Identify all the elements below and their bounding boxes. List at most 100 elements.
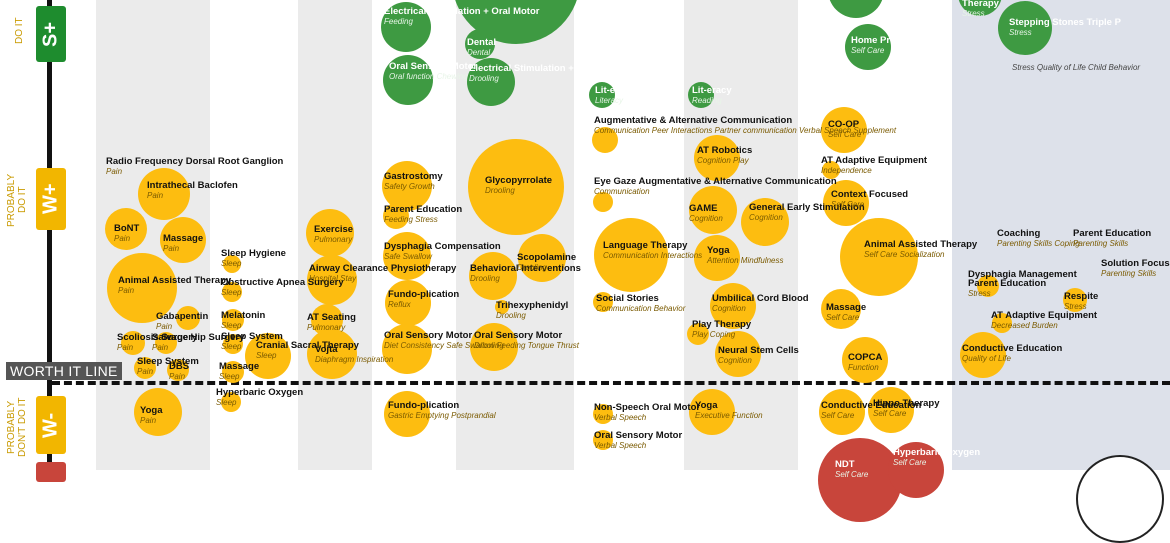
bubble-language-therapy	[594, 218, 668, 292]
label-social-stories: Social Stories Communication Behavior	[596, 294, 685, 314]
label-title: Fundo-plication	[388, 289, 460, 300]
label-respite: Respite Stress	[1064, 291, 1099, 312]
label-outcome: Self Care	[831, 200, 865, 209]
label-at-seating: AT Seating Pulmonary	[307, 313, 356, 333]
label-dbs: DBS Pain	[169, 362, 189, 382]
chart-canvas: S+ DO IT W+ PROBABLY DO IT W- PROBABLY D…	[6, 0, 1170, 543]
bubble-home-program	[845, 24, 891, 70]
label-outcome: Parenting Skills Coping	[997, 239, 1080, 248]
label-title: Parent Education	[968, 278, 1047, 289]
label-hippo-therapy: Hippo Therapy Self Care	[873, 399, 940, 419]
label-title: Sleep System	[137, 356, 199, 367]
label-outcome: Parenting Skills	[1101, 269, 1157, 278]
label-title: Melatonin	[221, 310, 266, 321]
label-title: AT Robotics	[697, 145, 753, 156]
label-title: Solution Focused Therapy	[1101, 258, 1170, 269]
label-outcome: Literacy	[595, 96, 624, 105]
label-outcome: Communication Interactions	[603, 251, 703, 260]
label-title: Airway Clearance Physiotherapy	[309, 263, 457, 274]
label-title: Vojta	[315, 344, 338, 355]
label-augmentative-alternative-communication: Augmentative & Alternative Communication…	[594, 115, 896, 136]
label-airway-clearance-physiotherapy: Airway Clearance Physiotherapy Hospital S…	[309, 263, 457, 284]
label-animal-assisted-therapy: Animal Assisted Therapy Pain	[118, 276, 231, 296]
label-parent-education: Parent Education Feeding Stress	[384, 204, 463, 225]
label-title: Dysphagia Management	[968, 269, 1077, 280]
label-title: Context Focused	[831, 189, 909, 200]
tier-caption-probably-dont: PROBABLY DON'T DO IT	[6, 397, 28, 457]
bubble-copca	[842, 337, 888, 383]
label-outcome: Self Care	[851, 46, 885, 55]
label-game: GAME Cognition	[689, 204, 723, 224]
label-vojta: Vojta Diaphragm Inspiration	[315, 344, 393, 365]
bubble-fundo-plication	[384, 391, 430, 437]
label-outcome: Function	[848, 363, 879, 372]
label-outcome: Drooling	[470, 274, 500, 283]
bubble-dysphagia-compensation	[383, 232, 431, 280]
label-outcome: Pain	[117, 343, 134, 352]
label-outcome: Pain	[163, 244, 180, 253]
label-melatonin: Melatonin Sleep	[221, 310, 266, 331]
label-title: Gastrostomy	[384, 171, 443, 182]
label-outcome: Sleep	[216, 398, 237, 407]
bubble-lit-eracy	[688, 82, 714, 108]
label-outcome: Self Care	[821, 411, 855, 420]
label-outcome: Sleep	[221, 259, 242, 268]
bubble-massage	[160, 217, 206, 263]
label-massage: Massage Sleep	[219, 362, 259, 382]
label-note: Stress Quality of Life Child Behavior	[1012, 63, 1140, 72]
bubble-salvage-hip-surgery	[155, 332, 177, 354]
bubble-animal-assisted-therapy	[840, 218, 918, 296]
label-electrical-stimulation-oral-motor: Electrical Stimulation + Oral Motor Drool…	[469, 63, 625, 84]
label-title: Stepping Stones Triple P	[1009, 17, 1121, 28]
label-scopolamine: Scopolamine Drooling	[517, 253, 576, 273]
label-title: Parent Education	[384, 204, 463, 215]
bubble-eye-gaze-augmentative-alternative-communication	[593, 192, 613, 212]
label-copca: COPCA Function	[848, 353, 882, 373]
bubble-scoliosis-surgery	[121, 331, 145, 355]
label-outcome: Pulmonary	[314, 235, 353, 244]
bubble-context-focused	[823, 180, 869, 226]
bubble-yoga	[694, 235, 740, 281]
bubble-decor-1	[828, 0, 884, 18]
label-title: Hyperbaric Oxygen	[893, 447, 981, 458]
bubble-intrathecal-baclofen	[138, 168, 190, 220]
label-gabapentin: Gabapentin Pain	[156, 312, 208, 332]
tier-box-bottom	[36, 462, 66, 482]
bubble-electrical-stimulation-oral-motor	[467, 58, 515, 106]
label-title: Fundo-plication	[388, 400, 460, 411]
bubble-exercise	[306, 209, 354, 257]
label-conductive-education: Conductive Education Quality of Life	[962, 343, 1063, 364]
label-title: Augmentative & Alternative Communication	[594, 115, 793, 126]
label-oral-sensory-motor: Oral Sensory Motor Verbal Speech	[594, 431, 682, 451]
label-yoga: Yoga Executive Function	[695, 401, 763, 421]
label-outcome: Drooling	[517, 263, 547, 272]
bubble-obstructive-apnea-surgery	[222, 282, 242, 302]
label-outcome: Gastric Emptying Postprandial	[388, 411, 496, 420]
label-outcome: Drooling	[496, 311, 526, 320]
label-title: NDT	[835, 459, 855, 470]
label-behavioral-interventions: Behavioral Interventions Drooling	[470, 264, 581, 284]
label-title: Electrical Stimulation + Oral Motor	[469, 63, 625, 74]
label-dental: Dental Dental	[467, 38, 496, 58]
label-outcome: Drooling	[485, 186, 515, 195]
label-animal-assisted-therapy: Animal Assisted Therapy Self Care Sociali…	[864, 240, 977, 260]
label-title: Oral Sensory Motor	[474, 330, 563, 341]
label-fundo-plication: Fundo-plication Reflux	[388, 289, 460, 310]
corner-ring	[1076, 455, 1164, 543]
label-title: Radio Frequency Dorsal Root Ganglion	[106, 156, 284, 167]
label-outcome: Hospital Stay	[309, 274, 357, 283]
label-outcome: Pain	[147, 191, 164, 200]
label-outcome: Cognition	[749, 213, 783, 222]
label-electrical-stimulation-oral-motor: Electrical Stimulation + Oral Motor Feedi…	[384, 7, 539, 27]
tier-caption-do-it: DO IT	[14, 17, 25, 45]
label-title: Dysphagia Compensation	[384, 241, 501, 252]
label-title: Conductive Education	[962, 343, 1063, 354]
label-outcome: Pain	[156, 322, 173, 331]
bubble-yoga	[134, 388, 182, 436]
label-fundo-plication: Fundo-plication Gastric Emptying Postpran…	[388, 400, 496, 421]
label-title: Respite	[1064, 291, 1099, 302]
label-title: Trihexyphenidyl	[496, 300, 569, 311]
label-outcome: Self Care	[893, 458, 927, 467]
bubble-cranial-sacral-therapy	[245, 333, 291, 379]
label-title: Umbilical Cord Blood	[712, 293, 809, 304]
